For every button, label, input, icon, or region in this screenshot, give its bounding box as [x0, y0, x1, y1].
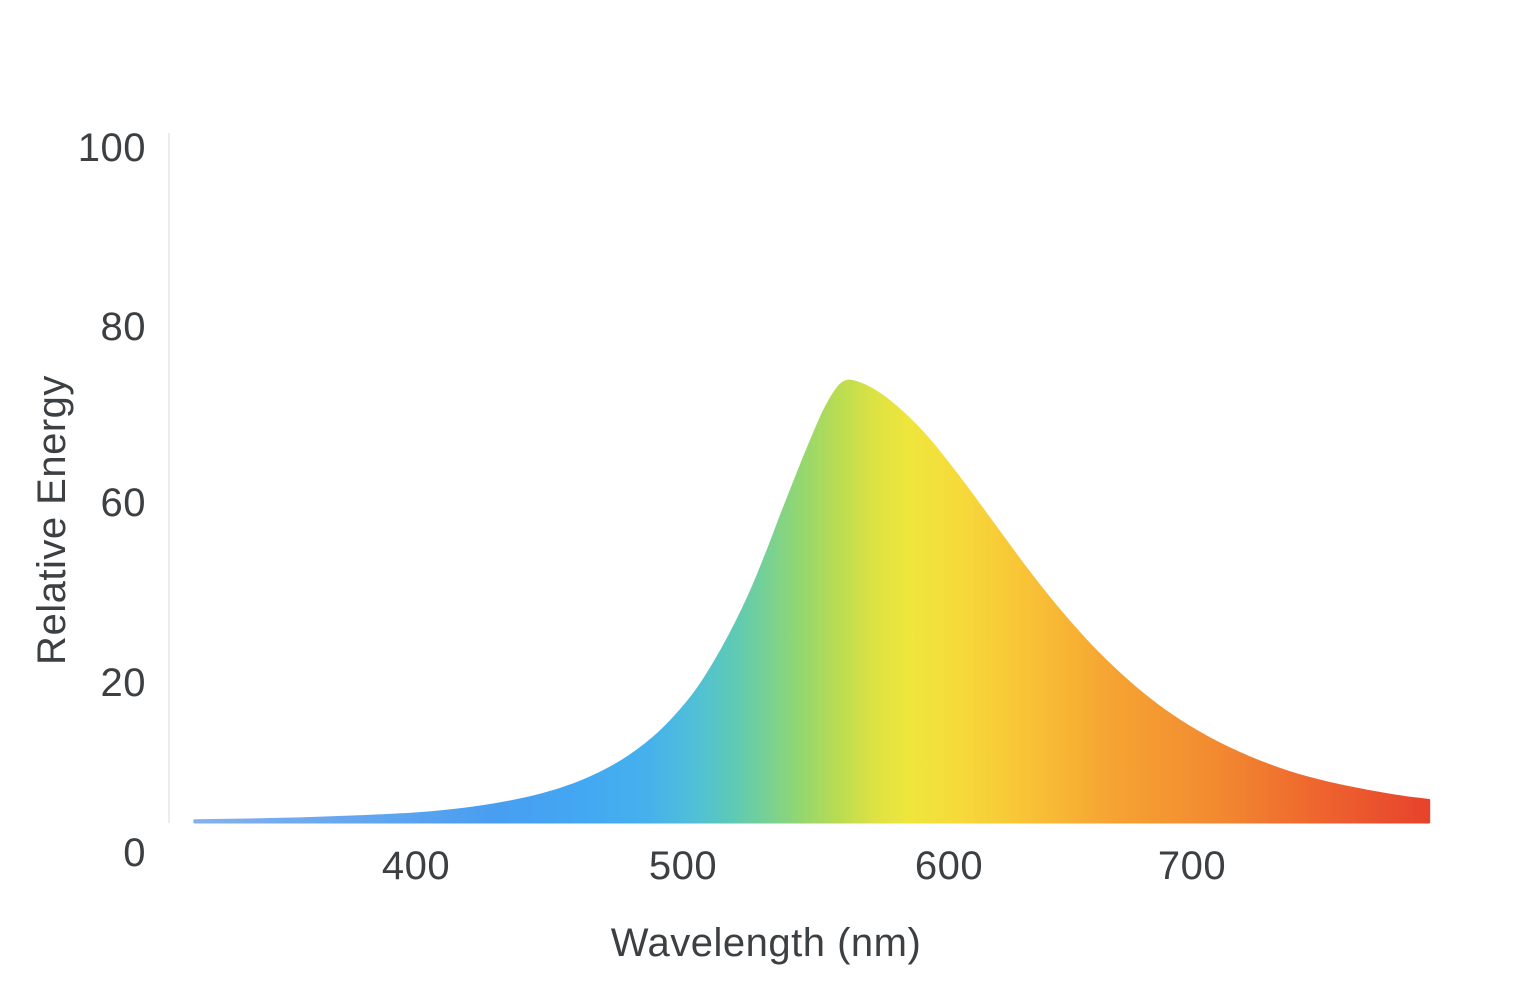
x-tick-label: 700: [1157, 844, 1227, 888]
y-tick-label: 80: [100, 305, 146, 349]
y-tick-label: 20: [100, 661, 146, 705]
x-axis-title: Wavelength (nm): [610, 921, 922, 965]
y-tick-label: 100: [77, 126, 146, 170]
y-axis-line: [168, 133, 170, 823]
x-tick-label: 500: [648, 844, 718, 888]
y-tick-label: 0: [123, 831, 146, 875]
spectral-curve-area: [193, 379, 1431, 824]
y-axis-title: Relative Energy: [30, 375, 74, 665]
y-tick-label: 60: [100, 481, 146, 525]
x-tick-label: 400: [381, 844, 451, 888]
x-tick-label: 600: [914, 844, 984, 888]
